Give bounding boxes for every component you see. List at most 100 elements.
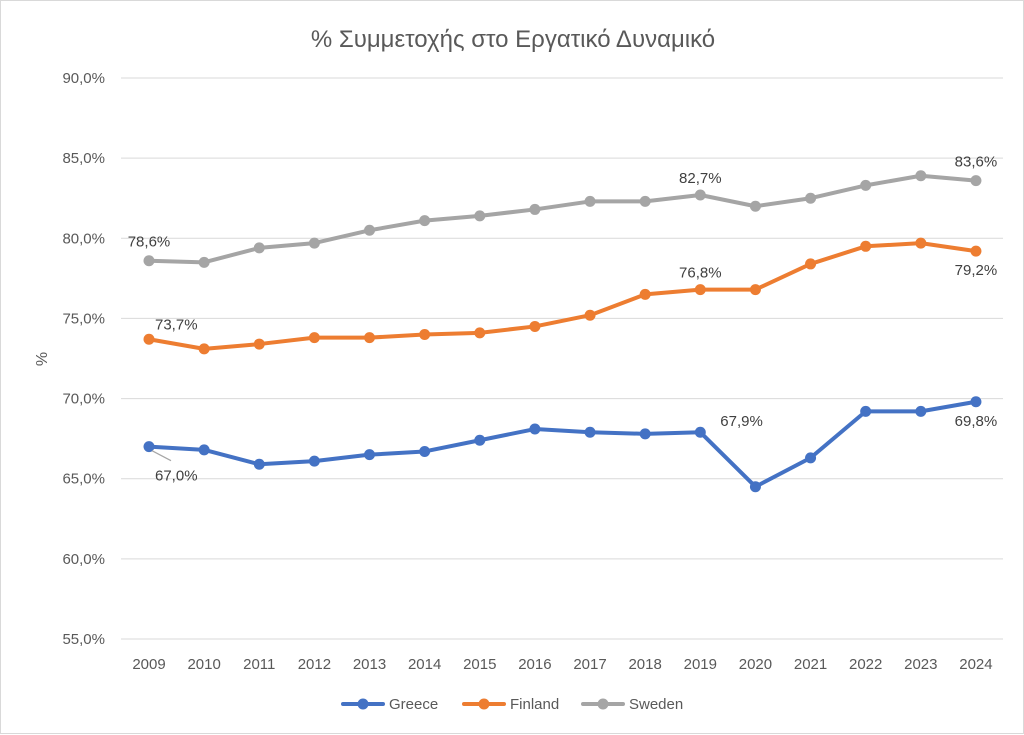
data-point — [694, 189, 706, 201]
data-point — [198, 444, 210, 456]
data-point — [474, 434, 486, 446]
x-tick-label: 2011 — [243, 656, 275, 673]
data-point — [198, 256, 210, 268]
legend-item-greece: Greece — [341, 696, 438, 713]
data-label: 69,8% — [955, 413, 998, 430]
data-point — [529, 320, 541, 332]
x-tick-label: 2009 — [132, 656, 165, 673]
data-label: 67,0% — [155, 468, 198, 485]
data-label: 67,9% — [720, 413, 763, 430]
data-point — [308, 332, 320, 344]
data-point — [584, 195, 596, 207]
data-label: 78,6% — [128, 234, 171, 251]
y-tick-label: 65,0% — [62, 471, 105, 488]
data-point — [694, 284, 706, 296]
data-point — [253, 458, 265, 470]
data-label: 76,8% — [679, 265, 722, 282]
y-tick-label: 90,0% — [62, 70, 105, 87]
series-lines — [143, 170, 982, 493]
data-point — [143, 333, 155, 345]
y-tick-label: 75,0% — [62, 310, 105, 327]
series-finland — [143, 237, 982, 355]
x-tick-label: 2018 — [628, 656, 661, 673]
y-axis-ticks: 55,0% 60,0% 65,0% 70,0% 75,0% 80,0% 85,0% 90,0% — [62, 70, 105, 648]
data-point — [915, 405, 927, 417]
legend-marker — [357, 698, 369, 710]
data-point — [584, 309, 596, 321]
data-point — [639, 428, 651, 440]
data-label: 73,7% — [155, 316, 198, 333]
y-tick-label: 85,0% — [62, 150, 105, 167]
leader-line — [151, 450, 172, 462]
data-point — [639, 288, 651, 300]
legend-marker — [478, 698, 490, 710]
x-axis-ticks: 2009 2010 2011 2012 2013 2014 2015 2016 2017 2018… — [132, 656, 992, 673]
data-point — [253, 338, 265, 350]
data-point — [805, 192, 817, 204]
data-point — [364, 449, 376, 461]
legend-label: Greece — [389, 696, 438, 713]
data-point — [970, 396, 982, 408]
data-labels: 67,0% 67,9% 69,8% 73,7% 76,8% 79,2% 78,6% 82,7%… — [128, 154, 997, 485]
x-tick-label: 2024 — [959, 656, 992, 673]
legend-label: Sweden — [629, 696, 683, 713]
data-point — [308, 455, 320, 467]
data-point — [474, 210, 486, 222]
x-tick-label: 2014 — [408, 656, 441, 673]
x-tick-label: 2010 — [187, 656, 220, 673]
data-label: 82,7% — [679, 170, 722, 187]
x-tick-label: 2020 — [739, 656, 772, 673]
data-point — [419, 445, 431, 457]
data-point — [915, 170, 927, 182]
data-point — [419, 328, 431, 340]
legend-marker — [597, 698, 609, 710]
data-point — [749, 200, 761, 212]
series-line — [147, 241, 978, 351]
x-tick-label: 2016 — [518, 656, 551, 673]
data-point — [860, 240, 872, 252]
data-label: 83,6% — [955, 154, 998, 171]
data-point — [308, 237, 320, 249]
data-point — [584, 426, 596, 438]
data-point — [639, 195, 651, 207]
data-point — [143, 255, 155, 267]
x-tick-label: 2023 — [904, 656, 937, 673]
x-tick-label: 2012 — [298, 656, 331, 673]
legend: Greece Finland Sweden — [341, 696, 683, 713]
data-point — [749, 481, 761, 493]
data-point — [143, 441, 155, 453]
series-greece — [143, 396, 982, 493]
data-point — [694, 426, 706, 438]
x-tick-label: 2022 — [849, 656, 882, 673]
data-point — [529, 423, 541, 435]
data-point — [474, 327, 486, 339]
gridlines — [121, 77, 1003, 640]
data-point — [970, 175, 982, 187]
legend-item-sweden: Sweden — [581, 696, 683, 713]
x-tick-label: 2015 — [463, 656, 496, 673]
x-tick-label: 2017 — [573, 656, 606, 673]
series-line — [147, 399, 978, 489]
chart-title: % Συμμετοχής στο Εργατικό Δυναμικό — [311, 26, 715, 53]
x-tick-label: 2013 — [353, 656, 386, 673]
y-tick-label: 70,0% — [62, 391, 105, 408]
x-tick-label: 2019 — [684, 656, 717, 673]
data-point — [364, 224, 376, 236]
data-point — [198, 343, 210, 355]
data-point — [253, 242, 265, 254]
data-point — [915, 237, 927, 249]
series-sweden — [143, 170, 982, 268]
data-point — [805, 452, 817, 464]
y-tick-label: 80,0% — [62, 230, 105, 247]
y-tick-label: 55,0% — [62, 631, 105, 648]
series-line — [147, 173, 978, 265]
legend-item-finland: Finland — [462, 696, 559, 713]
data-point — [970, 245, 982, 257]
data-point — [364, 332, 376, 344]
data-point — [749, 284, 761, 296]
data-point — [529, 203, 541, 215]
data-point — [860, 179, 872, 191]
y-axis-label: % — [34, 352, 51, 366]
